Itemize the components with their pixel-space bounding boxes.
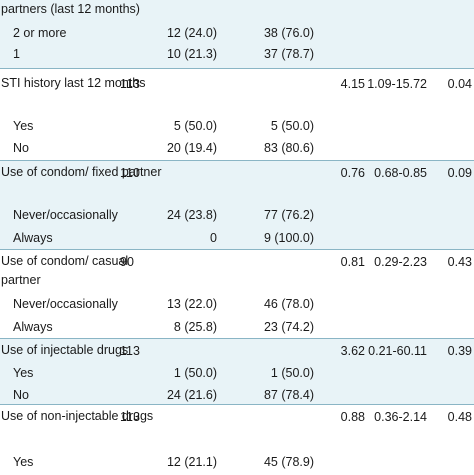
row-group-injectable-drugs: Use of injectable drugs 113 3.62 0.21-60… (0, 338, 474, 405)
cell-count-group1: 12 (21.1) (166, 455, 217, 469)
cell-count-group1: 8 (25.8) (173, 320, 217, 334)
category-label: No (13, 388, 29, 402)
category-label: Never/occasionally (13, 208, 118, 222)
cell-count-group2: 9 (100.0) (263, 231, 314, 245)
category-label: Always (13, 320, 53, 334)
variable-label: Use of non-injectable drugs (1, 409, 154, 423)
cell-count-group1: 12 (24.0) (166, 26, 217, 40)
cell-count-group1: 13 (22.0) (166, 297, 217, 311)
cell-n: 113 (120, 344, 140, 358)
cell-count-group2: 87 (78.4) (263, 388, 314, 402)
cell-n: 90 (120, 255, 134, 269)
cell-confidence-interval: 0.68-0.85 (374, 166, 427, 180)
cell-count-group2: 45 (78.9) (263, 455, 314, 469)
cell-confidence-interval: 1.09-15.72 (367, 77, 427, 91)
category-label: No (13, 141, 29, 155)
cell-p-value: 0.39 (447, 344, 472, 358)
category-label: Never/occasionally (13, 297, 118, 311)
cell-count-group2: 77 (76.2) (263, 208, 314, 222)
row-group-sti-history: STI history last 12 months 113 4.15 1.09… (0, 68, 474, 161)
cell-confidence-interval: 0.21-60.11 (368, 344, 427, 358)
cell-count-group2: 83 (80.6) (263, 141, 314, 155)
cell-p-value: 0.04 (447, 77, 472, 91)
cell-count-group2: 38 (76.0) (263, 26, 314, 40)
variable-label: Use of condom/ casual partner (1, 254, 129, 287)
category-label: 2 or more (13, 26, 67, 40)
cell-odds-ratio: 3.62 (340, 344, 365, 358)
row-group-condom-fixed: Use of condom/ fixed partner 110 0.76 0.… (0, 160, 474, 250)
cell-odds-ratio: 0.76 (340, 166, 365, 180)
cell-count-group1: 0 (210, 231, 217, 245)
cell-p-value: 0.43 (447, 255, 472, 269)
category-label: 1 (13, 47, 20, 61)
cell-count-group2: 46 (78.0) (263, 297, 314, 311)
cell-odds-ratio: 0.81 (340, 255, 365, 269)
variable-label: Use of condom/ fixed partner (1, 165, 162, 179)
cell-odds-ratio: 0.88 (340, 410, 365, 424)
cell-count-group1: 10 (21.3) (166, 47, 217, 61)
cell-count-group1: 24 (23.8) (166, 208, 217, 222)
row-group-non-injectable-drugs: Use of non-injectable drugs 113 0.88 0.3… (0, 404, 474, 475)
cell-count-group1: 24 (21.6) (166, 388, 217, 402)
row-group-partners: partners (last 12 months) 2 or more 12 (… (0, 0, 474, 68)
cell-n: 113 (120, 410, 140, 424)
cell-count-group2: 5 (50.0) (270, 119, 314, 133)
cell-p-value: 0.09 (447, 166, 472, 180)
category-label: Always (13, 231, 53, 245)
cell-count-group2: 37 (78.7) (263, 47, 314, 61)
cell-p-value: 0.48 (447, 410, 472, 424)
category-label: Yes (13, 119, 34, 133)
cell-count-group2: 23 (74.2) (263, 320, 314, 334)
cell-count-group1: 1 (50.0) (173, 366, 217, 380)
cell-odds-ratio: 4.15 (340, 77, 365, 91)
variable-label: Use of injectable drugs (1, 343, 129, 357)
category-label: Yes (13, 455, 34, 469)
cell-confidence-interval: 0.29-2.23 (374, 255, 427, 269)
cell-count-group2: 1 (50.0) (270, 366, 314, 380)
variable-label: partners (last 12 months) (1, 2, 140, 16)
row-group-condom-casual: Use of condom/ casual partner 90 0.81 0.… (0, 249, 474, 339)
variable-label: STI history last 12 months (1, 76, 146, 90)
category-label: Yes (13, 366, 34, 380)
cell-n: 110 (120, 166, 140, 180)
cell-n: 113 (120, 77, 140, 91)
cell-count-group1: 20 (19.4) (166, 141, 217, 155)
cell-confidence-interval: 0.36-2.14 (374, 410, 427, 424)
cell-count-group1: 5 (50.0) (173, 119, 217, 133)
